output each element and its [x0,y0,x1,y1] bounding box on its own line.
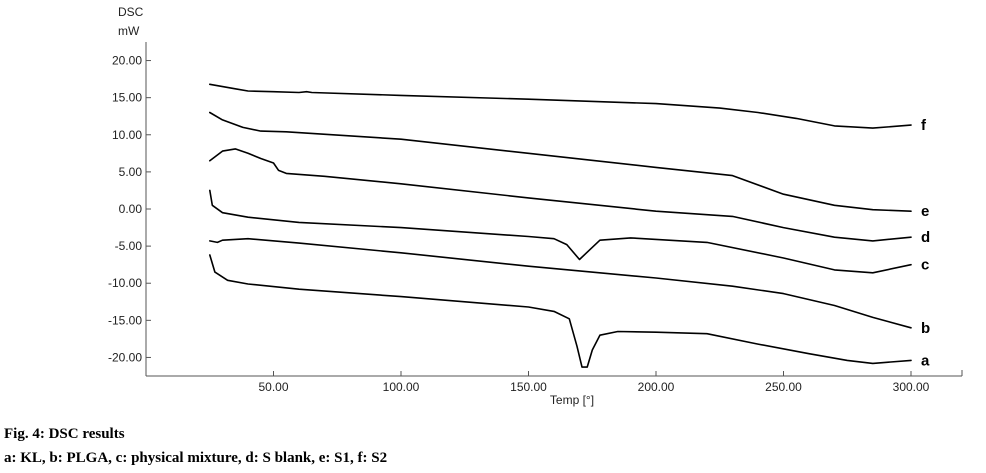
series-label-a: a [921,352,930,369]
y-tick-label: -10.00 [108,276,142,290]
y-tick-label: -5.00 [115,239,143,253]
series-label-e: e [921,203,929,220]
x-tick-label: 250.00 [765,380,802,394]
series-line-f [209,83,912,129]
series-line-a [209,254,912,368]
series-labels: f edc ba [921,117,930,369]
series-line-c [209,189,912,274]
dsc-chart: 20.00 15.00 10.00 5.00 0.00 -5.00 -10.00 -15.00… [108,5,963,407]
x-axis-title: Temp [°] [550,393,594,407]
y-tick-label: 15.00 [112,91,142,105]
series-label-c: c [921,257,929,274]
series-line-d [209,148,912,242]
figure-caption-title: Fig. 4: DSC results [4,426,125,442]
y-tick-label: 10.00 [112,128,142,142]
x-tick-label: 300.00 [893,380,930,394]
x-axis-ticks: 50.00 100.00 150.00 200.00 250.00 300.00 [258,371,930,394]
x-tick-label: 200.00 [638,380,675,394]
y-tick-label: 0.00 [119,202,143,216]
series-label-b: b [921,320,930,337]
y-tick-label: 5.00 [119,165,143,179]
series-label-d: d [921,229,930,246]
y-axis-title: DSC [118,5,144,19]
x-tick-label: 100.00 [383,380,420,394]
y-tick-label: 20.00 [112,54,142,68]
y-axis-unit: mW [118,24,140,38]
y-tick-label: -15.00 [108,313,142,327]
series-line-e [209,111,912,212]
y-tick-label: -20.00 [108,350,142,364]
series-line-b [209,237,912,329]
series-label-f: f [921,117,927,134]
series-lines [209,83,912,368]
x-tick-label: 150.00 [510,380,547,394]
y-axis-ticks: 20.00 15.00 10.00 5.00 0.00 -5.00 -10.00 -15.00… [108,54,151,364]
figure-caption-legend: a: KL, b: PLGA, c: physical mixture, d: … [4,450,388,466]
x-tick-label: 50.00 [258,380,288,394]
